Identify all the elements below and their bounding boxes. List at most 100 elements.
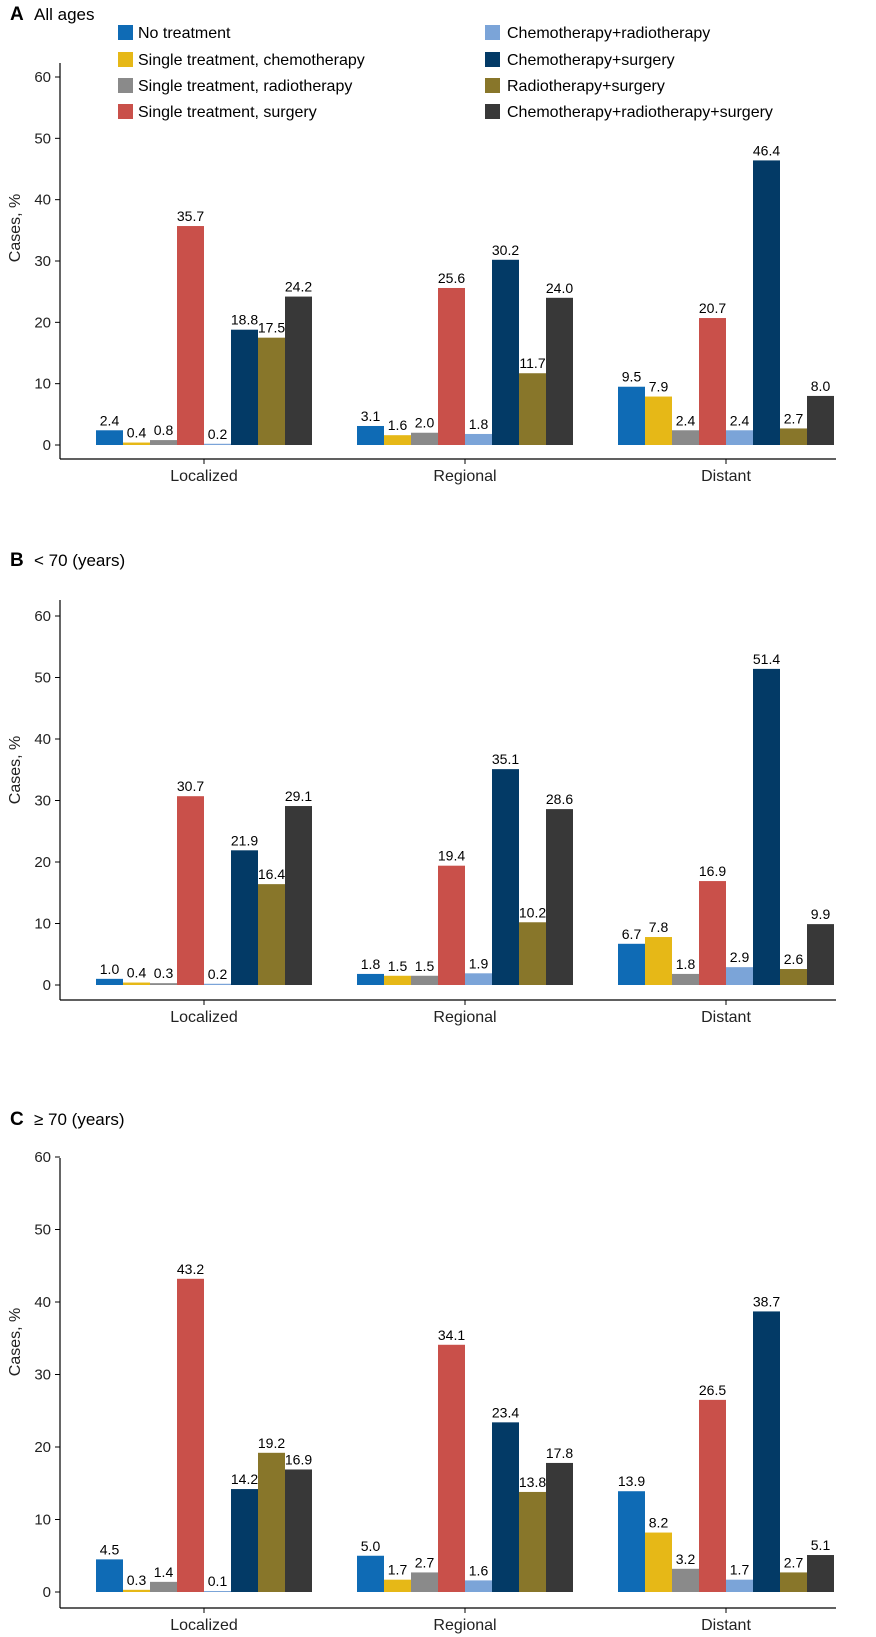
bar-chemo-surgery-distant (753, 160, 780, 445)
bar-single-radiotherapy-localized (150, 440, 177, 445)
data-label: 24.0 (546, 280, 573, 296)
data-label: 17.8 (546, 1445, 573, 1461)
data-label: 30.7 (177, 778, 204, 794)
data-label: 16.4 (258, 866, 285, 882)
bar-chemo-radio-regional (465, 973, 492, 985)
data-label: 9.5 (622, 369, 642, 385)
data-label: 3.1 (361, 408, 381, 424)
bar-chemo-radio-surgery-regional (546, 809, 573, 985)
bar-chemo-radio-surgery-distant (807, 395, 834, 445)
bar-single-radiotherapy-regional (411, 1572, 438, 1592)
data-label: 16.9 (699, 863, 726, 879)
data-label: 6.7 (622, 926, 642, 942)
legend: No treatment Single treatment, chemother… (118, 25, 773, 121)
legend-item-chemo-radio: Chemotherapy+radiotherapy (485, 25, 710, 42)
y-tick-label: 50 (34, 130, 51, 147)
value-labels: 4.5 5.0 13.9 0.3 1.7 8.2 1.4 2.7 3.2 43.2 34.1 26.5… (100, 1261, 831, 1589)
bar-radio-surgery-regional (519, 1491, 546, 1592)
y-tick-label: 40 (34, 731, 51, 748)
bar-single-radiotherapy-localized (150, 1581, 177, 1592)
bar-single-radiotherapy-distant (672, 1568, 699, 1592)
data-label: 9.9 (811, 906, 831, 922)
data-label: 1.8 (676, 956, 696, 972)
y-tick-label: 60 (34, 608, 51, 625)
bar-single-surgery-distant (699, 1399, 726, 1592)
x-tick-label: Localized (170, 468, 238, 485)
data-label: 14.2 (231, 1471, 258, 1487)
y-axis-label: Cases, % (7, 194, 24, 262)
legend-swatch-single-surgery (118, 104, 133, 119)
data-label: 0.2 (208, 966, 228, 982)
data-label: 4.5 (100, 1541, 120, 1557)
legend-swatch-chemo-radio-surgery (485, 104, 500, 119)
y-tick-label: 30 (34, 793, 51, 810)
legend-item-radio-surgery: Radiotherapy+surgery (485, 78, 665, 95)
y-tick-label: 0 (43, 1584, 51, 1601)
data-label: 21.9 (231, 832, 258, 848)
data-label: 2.7 (784, 1554, 804, 1570)
legend-item-single-radiotherapy: Single treatment, radiotherapy (118, 78, 352, 95)
data-label: 5.1 (811, 1537, 831, 1553)
bar-radio-surgery-localized (258, 337, 285, 445)
panel-letter: B (10, 550, 24, 571)
y-tick-label: 50 (34, 670, 51, 687)
legend-item-chemo-radio-surgery: Chemotherapy+radiotherapy+surgery (485, 104, 773, 121)
bars (96, 1278, 834, 1592)
data-label: 2.4 (100, 412, 120, 428)
data-label: 0.1 (208, 1573, 228, 1589)
bar-chemo-surgery-distant (753, 1311, 780, 1592)
data-label: 7.8 (649, 919, 669, 935)
bar-single-radiotherapy-regional (411, 432, 438, 445)
bar-chemo-radio-regional (465, 433, 492, 445)
data-label: 0.2 (208, 426, 228, 442)
data-label: 2.9 (730, 949, 750, 965)
x-tick-label: Regional (433, 1617, 496, 1634)
bar-chemo-radio-surgery-localized (285, 806, 312, 985)
y-ticks: 0 10 20 30 40 50 60 (34, 608, 60, 994)
data-label: 24.2 (285, 279, 312, 295)
data-label: 23.4 (492, 1404, 519, 1420)
data-label: 8.0 (811, 378, 831, 394)
data-label: 1.8 (469, 416, 489, 432)
bar-chemo-radio-surgery-localized (285, 296, 312, 445)
bar-single-chemotherapy-distant (645, 937, 672, 985)
bar-single-chemotherapy-localized (123, 982, 150, 985)
data-label: 1.7 (388, 1562, 408, 1578)
panel-title: ≥ 70 (years) (34, 1110, 125, 1129)
legend-item-single-surgery: Single treatment, surgery (118, 104, 317, 121)
legend-swatch-chemo-radio (485, 25, 500, 40)
value-labels: 2.4 3.1 9.5 0.4 1.6 7.9 0.8 2.0 2.4 35.7 25.6 20.7 0… (100, 142, 831, 441)
data-label: 7.9 (649, 379, 669, 395)
bar-chemo-radio-localized (204, 1591, 231, 1592)
data-label: 34.1 (438, 1327, 465, 1343)
y-tick-label: 20 (34, 314, 51, 331)
y-tick-label: 0 (43, 977, 51, 994)
legend-label-single-chemotherapy: Single treatment, chemotherapy (138, 52, 365, 69)
bar-chemo-surgery-localized (231, 329, 258, 445)
bar-single-chemotherapy-localized (123, 442, 150, 445)
bar-chemo-radio-surgery-distant (807, 924, 834, 985)
bar-chemo-surgery-localized (231, 1489, 258, 1592)
data-label: 46.4 (753, 142, 780, 158)
x-ticks: Localized Regional Distant (170, 459, 751, 485)
x-ticks: Localized Regional Distant (170, 1000, 751, 1026)
bar-single-chemotherapy-regional (384, 435, 411, 445)
data-label: 0.8 (154, 422, 174, 438)
bar-single-radiotherapy-localized (150, 983, 177, 985)
bar-single-surgery-localized (177, 226, 204, 445)
y-tick-label: 0 (43, 437, 51, 454)
data-label: 0.4 (127, 965, 147, 981)
y-axis-label: Cases, % (7, 1308, 24, 1376)
data-label: 19.4 (438, 848, 465, 864)
bar-chemo-radio-localized (204, 443, 231, 445)
data-label: 0.3 (154, 965, 174, 981)
data-label: 13.8 (519, 1474, 546, 1490)
y-tick-label: 60 (34, 69, 51, 86)
bar-no-treatment-distant (618, 943, 645, 985)
x-tick-label: Distant (701, 1617, 751, 1634)
bar-no-treatment-localized (96, 1559, 123, 1592)
panel-letter: A (10, 4, 24, 25)
data-label: 8.2 (649, 1515, 669, 1531)
bar-chemo-radio-distant (726, 430, 753, 445)
